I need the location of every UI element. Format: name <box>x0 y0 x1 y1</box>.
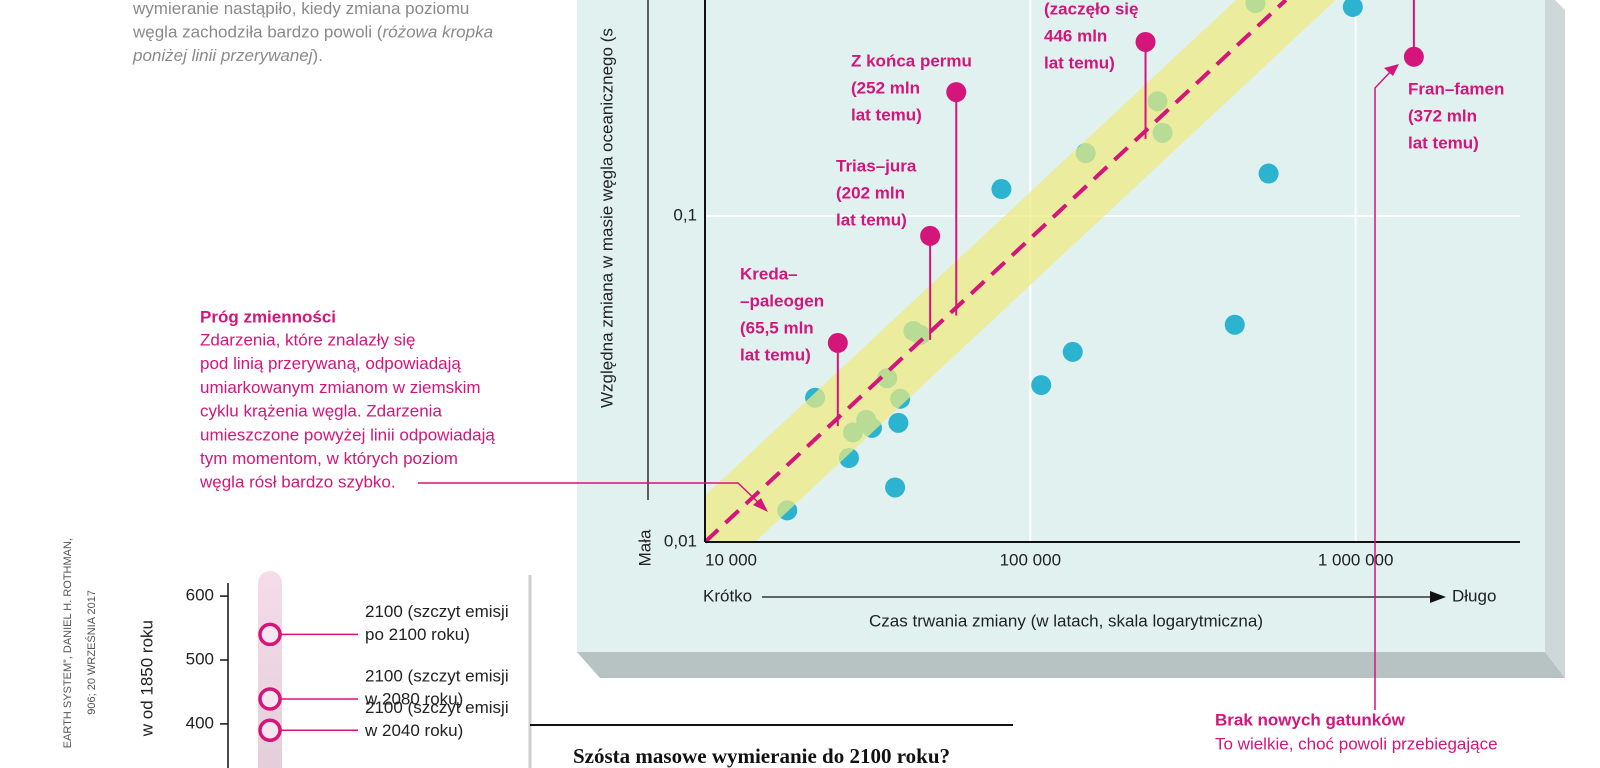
y-tick-label: 400 <box>186 713 214 732</box>
event-point <box>946 82 967 103</box>
event-label: (372 mln <box>1408 106 1477 125</box>
event-label: Z końca permu <box>851 51 972 70</box>
note-line: węgla rósł bardzo szybko. <box>199 473 396 492</box>
small-chart: 400 500 600 w od 1850 roku 2100 (szczyt emis… <box>137 571 1013 768</box>
species-pointer <box>1374 69 1393 710</box>
data-point <box>991 179 1012 200</box>
data-point <box>1224 314 1245 335</box>
credit: EARTH SYSTEM”, DANIEL H. ROTHMAN, <box>62 538 74 748</box>
panel-bottom-face <box>577 652 1565 678</box>
intro-segment: wymieranie nastąpiło, kiedy zmiana pozio… <box>132 0 469 18</box>
dot-label: w 2040 roku) <box>364 721 463 740</box>
event-point <box>827 332 848 353</box>
species-arrow <box>1384 64 1399 76</box>
dot-label: 2100 (szczyt emisji <box>365 602 509 621</box>
x-low: Krótko <box>703 586 752 605</box>
event-point <box>920 225 941 246</box>
dot-label: 2100 (szczyt emisji <box>365 666 509 685</box>
credit: 906; 20 WRZEŚNIA 2017 <box>85 590 98 715</box>
x-tick-label: 10 000 <box>705 550 757 569</box>
note-line: pod linią przerywaną, odpowiadają <box>200 354 461 373</box>
event-label: (202 mln <box>836 183 905 202</box>
x-arrow-head <box>1430 591 1446 603</box>
data-point <box>885 477 906 498</box>
note-line: cyklu krążenia węgla. Zdarzenia <box>200 402 442 421</box>
dot <box>258 687 282 711</box>
intro-segment: ). <box>313 46 323 65</box>
species-title: Brak nowych gatunków <box>1215 710 1406 729</box>
note-pointer <box>418 482 763 507</box>
event-point <box>1403 46 1424 67</box>
event-label: lat temu) <box>1408 133 1479 152</box>
intro-text: wymieranie nastąpiło, kiedy zmiana pozio… <box>132 0 469 18</box>
data-point <box>1258 163 1279 184</box>
y-tick-label: 600 <box>186 586 214 605</box>
event-label: (252 mln <box>851 78 920 97</box>
note-title: Próg zmienności <box>200 307 336 326</box>
y-axis-label: w od 1850 roku <box>137 620 156 737</box>
event-point <box>1135 31 1156 52</box>
panel <box>577 0 1545 652</box>
y-axis-label: Względna zmiana w masie węgla oceaniczne… <box>597 28 616 408</box>
threshold-line <box>703 0 1288 544</box>
y-tick-label: 0,1 <box>673 206 697 225</box>
note-line: Zdarzenia, które znalazły się <box>200 330 415 349</box>
range-pill <box>258 571 282 768</box>
dot <box>258 622 282 647</box>
event-label: lat temu) <box>740 345 811 364</box>
event-label: (65,5 mln <box>740 318 814 337</box>
data-point <box>1031 375 1052 396</box>
event-label: –paleogen <box>740 291 824 310</box>
y-tick-label: 500 <box>186 649 214 668</box>
y-low: Mała <box>635 529 654 566</box>
x-high: Długo <box>1452 586 1496 605</box>
y-tick-label: 0,01 <box>664 531 697 550</box>
event-label: lat temu) <box>851 105 922 124</box>
event-label: 446 mln <box>1044 26 1107 45</box>
dot-label: po 2100 roku) <box>365 625 470 644</box>
event-label: Fran–famen <box>1408 79 1504 98</box>
data-point <box>1342 0 1363 17</box>
note-line: umieszczone powyżej linii odpowiadają <box>200 425 495 444</box>
data-point <box>888 412 909 433</box>
main-chart: Kreda– –paleogen (65,5 mln lat temu) Trias–j… <box>62 0 1520 753</box>
event-label: lat temu) <box>836 210 907 229</box>
dot-label: 2100 (szczyt emisji <box>365 698 509 717</box>
intro-text: poniżej linii przerywanej). <box>132 46 323 65</box>
threshold-band <box>705 0 1336 542</box>
intro-segment: węgla zachodziła bardzo powoli ( <box>132 23 383 42</box>
note-line: tym momentom, w których poziom <box>200 449 458 468</box>
intro-segment: różowa kropka <box>382 23 493 42</box>
note-line: umiarkowanym zmianom w ziemskim <box>200 378 481 397</box>
dot-label: w 2080 roku) <box>364 689 463 708</box>
event-label: lat temu) <box>1044 53 1115 72</box>
x-axis-label: Czas trwania zmiany (w latach, skala log… <box>869 611 1263 630</box>
event-label: Kreda– <box>740 264 798 283</box>
x-tick-label: 100 000 <box>1000 550 1061 569</box>
event-label: (zaczęło się <box>1044 0 1139 18</box>
event-label: Trias–jura <box>836 156 917 175</box>
x-tick-label: 1 000 000 <box>1318 550 1394 569</box>
data-point <box>1062 341 1083 362</box>
dot <box>258 718 282 743</box>
panel-right-face <box>1545 0 1565 678</box>
intro-text: węgla zachodziła bardzo powoli (różowa k… <box>132 23 493 42</box>
small-title: Szósta masowe wymieranie do 2100 roku? <box>573 744 950 768</box>
intro-segment: poniżej linii przerywanej <box>132 46 314 65</box>
note-arrow <box>753 498 768 512</box>
species-line: To wielkie, choć powoli przebiegające <box>1215 734 1498 753</box>
